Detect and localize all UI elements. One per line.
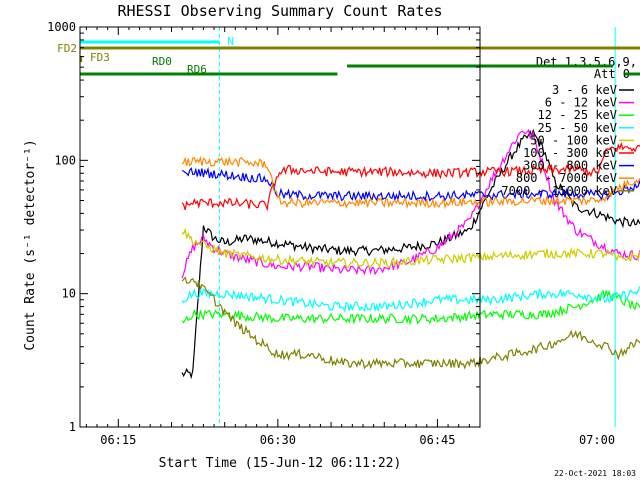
series-25-50-kev-line — [181, 286, 640, 313]
x-tick-label: 06:45 — [419, 433, 455, 447]
series-6-12-kev-line — [181, 128, 640, 279]
x-tick-label: 06:30 — [260, 433, 296, 447]
timestamp: 22-Oct-2021 18:03 — [554, 469, 636, 478]
y-tick-label: 10 — [62, 287, 76, 301]
axes: 110100100006:1506:3006:4507:0007:1507:30… — [47, 20, 615, 447]
legend-label-800-7000-kev: 800 - 7000 keV — [516, 171, 617, 185]
flag-n-label: N — [227, 35, 234, 48]
legend-label-6-12-kev: 6 - 12 keV — [545, 96, 617, 110]
series-800-7000-kev-line — [181, 155, 640, 210]
y-tick-label: 100 — [54, 153, 76, 167]
flag-bars: N FD2 FD3 RD0 RD6 — [57, 35, 640, 76]
series-100-300-kev-line — [181, 141, 640, 212]
flag-fd2-label: FD2 — [57, 42, 77, 55]
legend-label-3-6-kev: 3 - 6 keV — [552, 83, 617, 97]
x-axis-label: Start Time (15-Jun-12 06:11:22) — [159, 456, 402, 471]
legend-label-300-800-kev: 300 - 800 keV — [523, 159, 617, 173]
series-50-100-kev-line — [181, 227, 640, 270]
legend-label-50-100-kev: 50 - 100 keV — [530, 133, 617, 147]
x-tick-label: 07:00 — [579, 433, 615, 447]
y-axis-label: Count Rate (s⁻¹ detector⁻¹) — [23, 139, 38, 350]
series-7000-15000-kev-line — [181, 276, 640, 370]
legend-title-line-2: Att 0 — [594, 67, 630, 81]
legend-label-12-25-kev: 12 - 25 keV — [538, 108, 617, 122]
x-tick-label: 06:15 — [100, 433, 136, 447]
series-300-800-kev-line — [181, 166, 640, 203]
y-tick-label: 1000 — [47, 20, 76, 34]
legend-label-100-300-kev: 100 - 300 keV — [523, 146, 617, 160]
series-12-25-kev-line — [181, 289, 640, 326]
legend-label-7000-15000-kev: 7000 - 15000 keV — [501, 184, 617, 198]
chart-title: RHESSI Observing Summary Count Rates — [117, 2, 442, 20]
series-lines — [181, 128, 640, 380]
flag-fd3-label: FD3 — [90, 51, 110, 64]
flag-rd6-label: RD6 — [187, 63, 207, 76]
legend-label-25-50-kev: 25 - 50 keV — [538, 121, 617, 135]
plot-frame — [79, 26, 481, 428]
y-tick-label: 1 — [69, 420, 76, 434]
flag-rd0-label: RD0 — [152, 55, 172, 68]
